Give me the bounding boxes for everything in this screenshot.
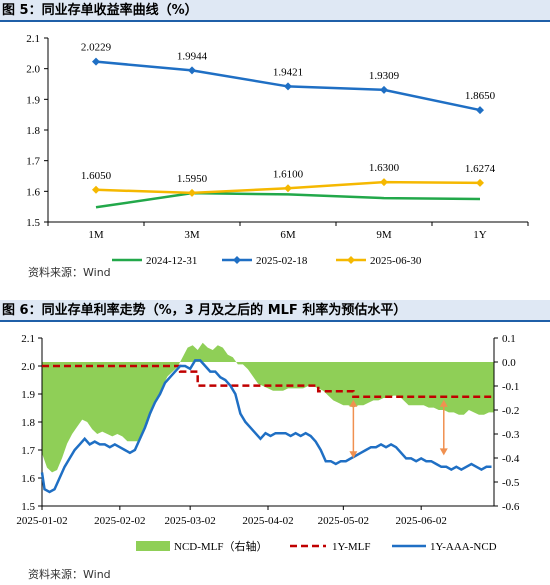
x-tick-label: 3M: [184, 229, 200, 241]
y-tick-label: 1.5: [21, 501, 35, 513]
y-tick-label: 1.9: [21, 389, 35, 401]
area-ncd-mlf: [42, 342, 494, 473]
y-tick-label: 2.0: [26, 64, 40, 76]
y2-tick-label: -0.2: [502, 405, 519, 417]
data-label: 2.0229: [81, 42, 112, 54]
figure6-title: 图 6：同业存单利率走势（%，3 月及之后的 MLF 利率为预估水平）: [0, 300, 550, 322]
data-label: 1.9309: [369, 70, 400, 82]
x-tick-label: 2025-06-02: [396, 515, 447, 527]
figure6-source: 资料来源：Wind: [28, 568, 111, 581]
series-point-1: [188, 66, 196, 75]
x-tick-label: 2025-04-02: [242, 515, 293, 527]
y-tick-label: 2.0: [21, 361, 35, 373]
y-tick-label: 1.7: [26, 156, 40, 168]
legend-label-1y-aaa-ncd: 1Y-AAA-NCD: [430, 541, 497, 553]
x-tick-label: 2025-03-02: [164, 515, 215, 527]
y-tick-label: 2.1: [26, 33, 40, 45]
legend-label-1y-mlf: 1Y-MLF: [332, 541, 371, 553]
y-tick-label: 1.5: [26, 217, 40, 229]
y2-tick-label: -0.5: [502, 477, 520, 489]
legend-swatch-ncd-mlf: [136, 541, 170, 551]
chart-yield-curve: 1.5 1.6 1.7 1.8 1.9 2.0 2.1 1M 3M 6M 9M 1Y 2.0229 1.9…: [26, 33, 529, 267]
series-point-1: [380, 85, 388, 94]
line-1y-aaa-ncd: [40, 359, 492, 494]
data-label: 1.6300: [369, 162, 400, 174]
series-point-2: [476, 178, 484, 187]
data-label: 1.6050: [81, 170, 112, 182]
legend-label-2: 2025-06-30: [370, 255, 422, 267]
legend-label-0: 2024-12-31: [146, 255, 197, 267]
legend-label-1: 2025-02-18: [256, 255, 308, 267]
series-point-1: [284, 82, 292, 91]
data-label: 1.9421: [273, 66, 303, 78]
legend-marker-2: [347, 256, 355, 264]
x-tick-label: 9M: [376, 229, 392, 241]
y2-tick-label: -0.4: [502, 453, 520, 465]
legend-label-ncd-mlf: NCD-MLF（右轴）: [174, 539, 268, 553]
y-tick-label: 2.1: [21, 333, 35, 345]
data-label: 1.9944: [177, 50, 208, 62]
series-point-1: [92, 57, 100, 66]
series-point-1: [476, 106, 484, 115]
y2-tick-label: -0.3: [502, 429, 520, 441]
data-label: 1.8650: [465, 90, 496, 102]
y-tick-label: 1.8: [21, 417, 35, 429]
y2-tick-label: 0.1: [502, 333, 516, 345]
x-tick-label: 1Y: [473, 229, 487, 241]
series-line-0: [95, 191, 481, 209]
series-point-2: [92, 185, 100, 194]
x-tick-label: 6M: [280, 229, 296, 241]
chart-ncd-rate-trend: 1.5 1.6 1.7 1.8 1.9 2.0 2.1 -0.6 -0.5 -0.4 -0.3 -0.…: [16, 333, 520, 553]
legend-marker-1: [233, 256, 241, 264]
y-tick-label: 1.8: [26, 125, 40, 137]
line-1y-mlf: [42, 364, 494, 399]
annotation-arrowhead-up-1: [439, 399, 448, 407]
x-tick-label: 2025-01-02: [16, 515, 67, 527]
figure5-source: 资料来源：Wind: [28, 266, 111, 279]
x-tick-label: 2025-02-02: [94, 515, 145, 527]
y-tick-label: 1.6: [21, 473, 35, 485]
y-tick-label: 1.7: [21, 445, 35, 457]
y-tick-label: 1.6: [26, 186, 40, 198]
series-point-2: [380, 178, 388, 187]
x-tick-label: 1M: [88, 229, 104, 241]
series-point-2: [284, 184, 292, 193]
annotation-arrowhead-down-1: [439, 448, 448, 456]
series-point-2: [188, 188, 196, 197]
annotation-arrowhead-down-0: [349, 451, 358, 459]
annotation-arrowhead-up-0: [349, 399, 358, 407]
y2-tick-label: 0.0: [502, 357, 516, 369]
data-label: 1.6100: [273, 168, 304, 180]
y2-tick-label: -0.1: [502, 381, 519, 393]
data-label: 1.6274: [465, 163, 496, 175]
figure5-title: 图 5：同业存单收益率曲线（%）: [0, 0, 550, 22]
data-label: 1.5950: [177, 173, 208, 185]
y2-tick-label: -0.6: [502, 501, 520, 513]
x-tick-label: 2025-05-02: [318, 515, 369, 527]
y-tick-label: 1.9: [26, 94, 40, 106]
